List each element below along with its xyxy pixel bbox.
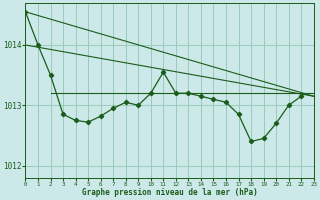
X-axis label: Graphe pression niveau de la mer (hPa): Graphe pression niveau de la mer (hPa) xyxy=(82,188,258,197)
